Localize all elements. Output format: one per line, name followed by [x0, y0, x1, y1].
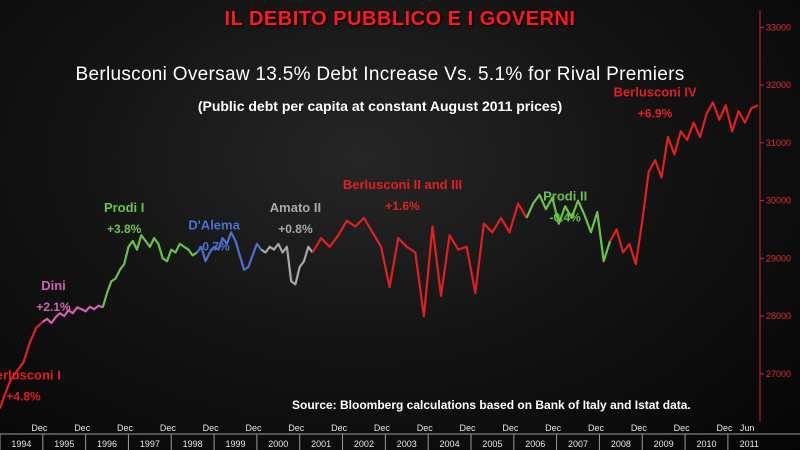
x-year-label-10: 2004	[440, 439, 460, 449]
annotation-name-7: Berlusconi IV	[614, 85, 697, 100]
x-year-label-7: 2001	[311, 439, 331, 449]
x-dec-label-11: Dec	[502, 423, 519, 433]
x-year-label-3: 1997	[140, 439, 160, 449]
x-dec-label-15: Dec	[674, 423, 691, 433]
x-year-label-14: 2008	[611, 439, 631, 449]
y-tick-label-3: 30000	[766, 196, 791, 206]
x-year-label-8: 2002	[354, 439, 374, 449]
series-line-2	[101, 234, 198, 308]
annotation-pct-7: +6.9%	[638, 107, 673, 121]
x-dec-label-8: Dec	[374, 423, 391, 433]
series-line-6	[525, 193, 612, 263]
x-dec-label-9: Dec	[417, 423, 434, 433]
x-dec-label-1: Dec	[74, 423, 91, 433]
x-dec-label-6: Dec	[288, 423, 305, 433]
x-dec-label-3: Dec	[160, 423, 177, 433]
x-dec-label-5: Dec	[245, 423, 262, 433]
x-year-label-1: 1995	[54, 439, 74, 449]
y-tick-label-0: 27000	[766, 369, 791, 379]
annotation-name-3: D'Alema	[188, 217, 240, 232]
x-dec-label-12: Dec	[545, 423, 562, 433]
x-year-label-9: 2003	[397, 439, 417, 449]
x-year-label-0: 1994	[11, 439, 31, 449]
annotation-name-4: Amato II	[270, 200, 321, 215]
banner-title: IL DEBITO PUBBLICO E I GOVERNI	[224, 8, 576, 30]
x-dec-label-7: Dec	[331, 423, 348, 433]
x-year-label-6: 2000	[268, 439, 288, 449]
x-dec-label-0: Dec	[31, 423, 48, 433]
chart-subtitle: (Public debt per capita at constant Augu…	[197, 98, 563, 114]
x-dec-label-16: Dec	[716, 423, 733, 433]
x-year-label-12: 2006	[525, 439, 545, 449]
annotation-name-6: Prodi II	[543, 189, 587, 204]
annotation-pct-2: +3.8%	[107, 222, 142, 236]
series-line-3	[196, 231, 263, 271]
x-dec-label-2: Dec	[117, 423, 134, 433]
annotation-pct-4: +0.8%	[278, 222, 313, 236]
series-line-4	[260, 242, 314, 286]
series-line-1	[42, 304, 104, 325]
y-tick-label-5: 32000	[766, 80, 791, 90]
annotation-pct-6: -0.4%	[550, 211, 582, 225]
series-line-7	[609, 101, 759, 266]
annotation-pct-1: +2.1%	[36, 300, 71, 314]
chart-title: Berlusconi Oversaw 13.5% Debt Increase V…	[75, 64, 685, 85]
x-year-label-2: 1996	[97, 439, 117, 449]
series-line-5	[311, 202, 528, 318]
x-year-label-17: 2011	[740, 439, 759, 449]
y-tick-label-6: 33000	[766, 22, 791, 32]
x-year-label-4: 1998	[183, 439, 203, 449]
annotation-name-5: Berlusconi II and III	[343, 177, 462, 192]
x-dec-label-10: Dec	[460, 423, 477, 433]
x-year-label-16: 2010	[696, 439, 716, 449]
x-jun-label: Jun	[740, 423, 755, 433]
y-tick-label-1: 28000	[766, 311, 791, 321]
y-tick-label-4: 31000	[766, 138, 791, 148]
x-year-label-13: 2007	[568, 439, 588, 449]
annotation-name-2: Prodi I	[104, 200, 144, 215]
x-year-label-5: 1999	[225, 439, 245, 449]
x-year-label-11: 2005	[482, 439, 502, 449]
annotation-name-1: Dini	[41, 278, 66, 293]
x-year-label-15: 2009	[654, 439, 674, 449]
y-tick-label-2: 29000	[766, 253, 791, 263]
x-dec-label-14: Dec	[631, 423, 648, 433]
x-dec-label-13: Dec	[588, 423, 605, 433]
series-line-0	[0, 320, 44, 409]
chart-source: Source: Bloomberg calculations based on …	[292, 398, 691, 412]
x-dec-label-4: Dec	[203, 423, 220, 433]
annotation-pct-5: +1.6%	[385, 199, 420, 213]
annotation-pct-3: -0.7%	[198, 239, 230, 253]
annotation-pct-0: +4.8%	[6, 390, 41, 404]
annotation-name-0: Berlusconi I	[0, 368, 61, 383]
